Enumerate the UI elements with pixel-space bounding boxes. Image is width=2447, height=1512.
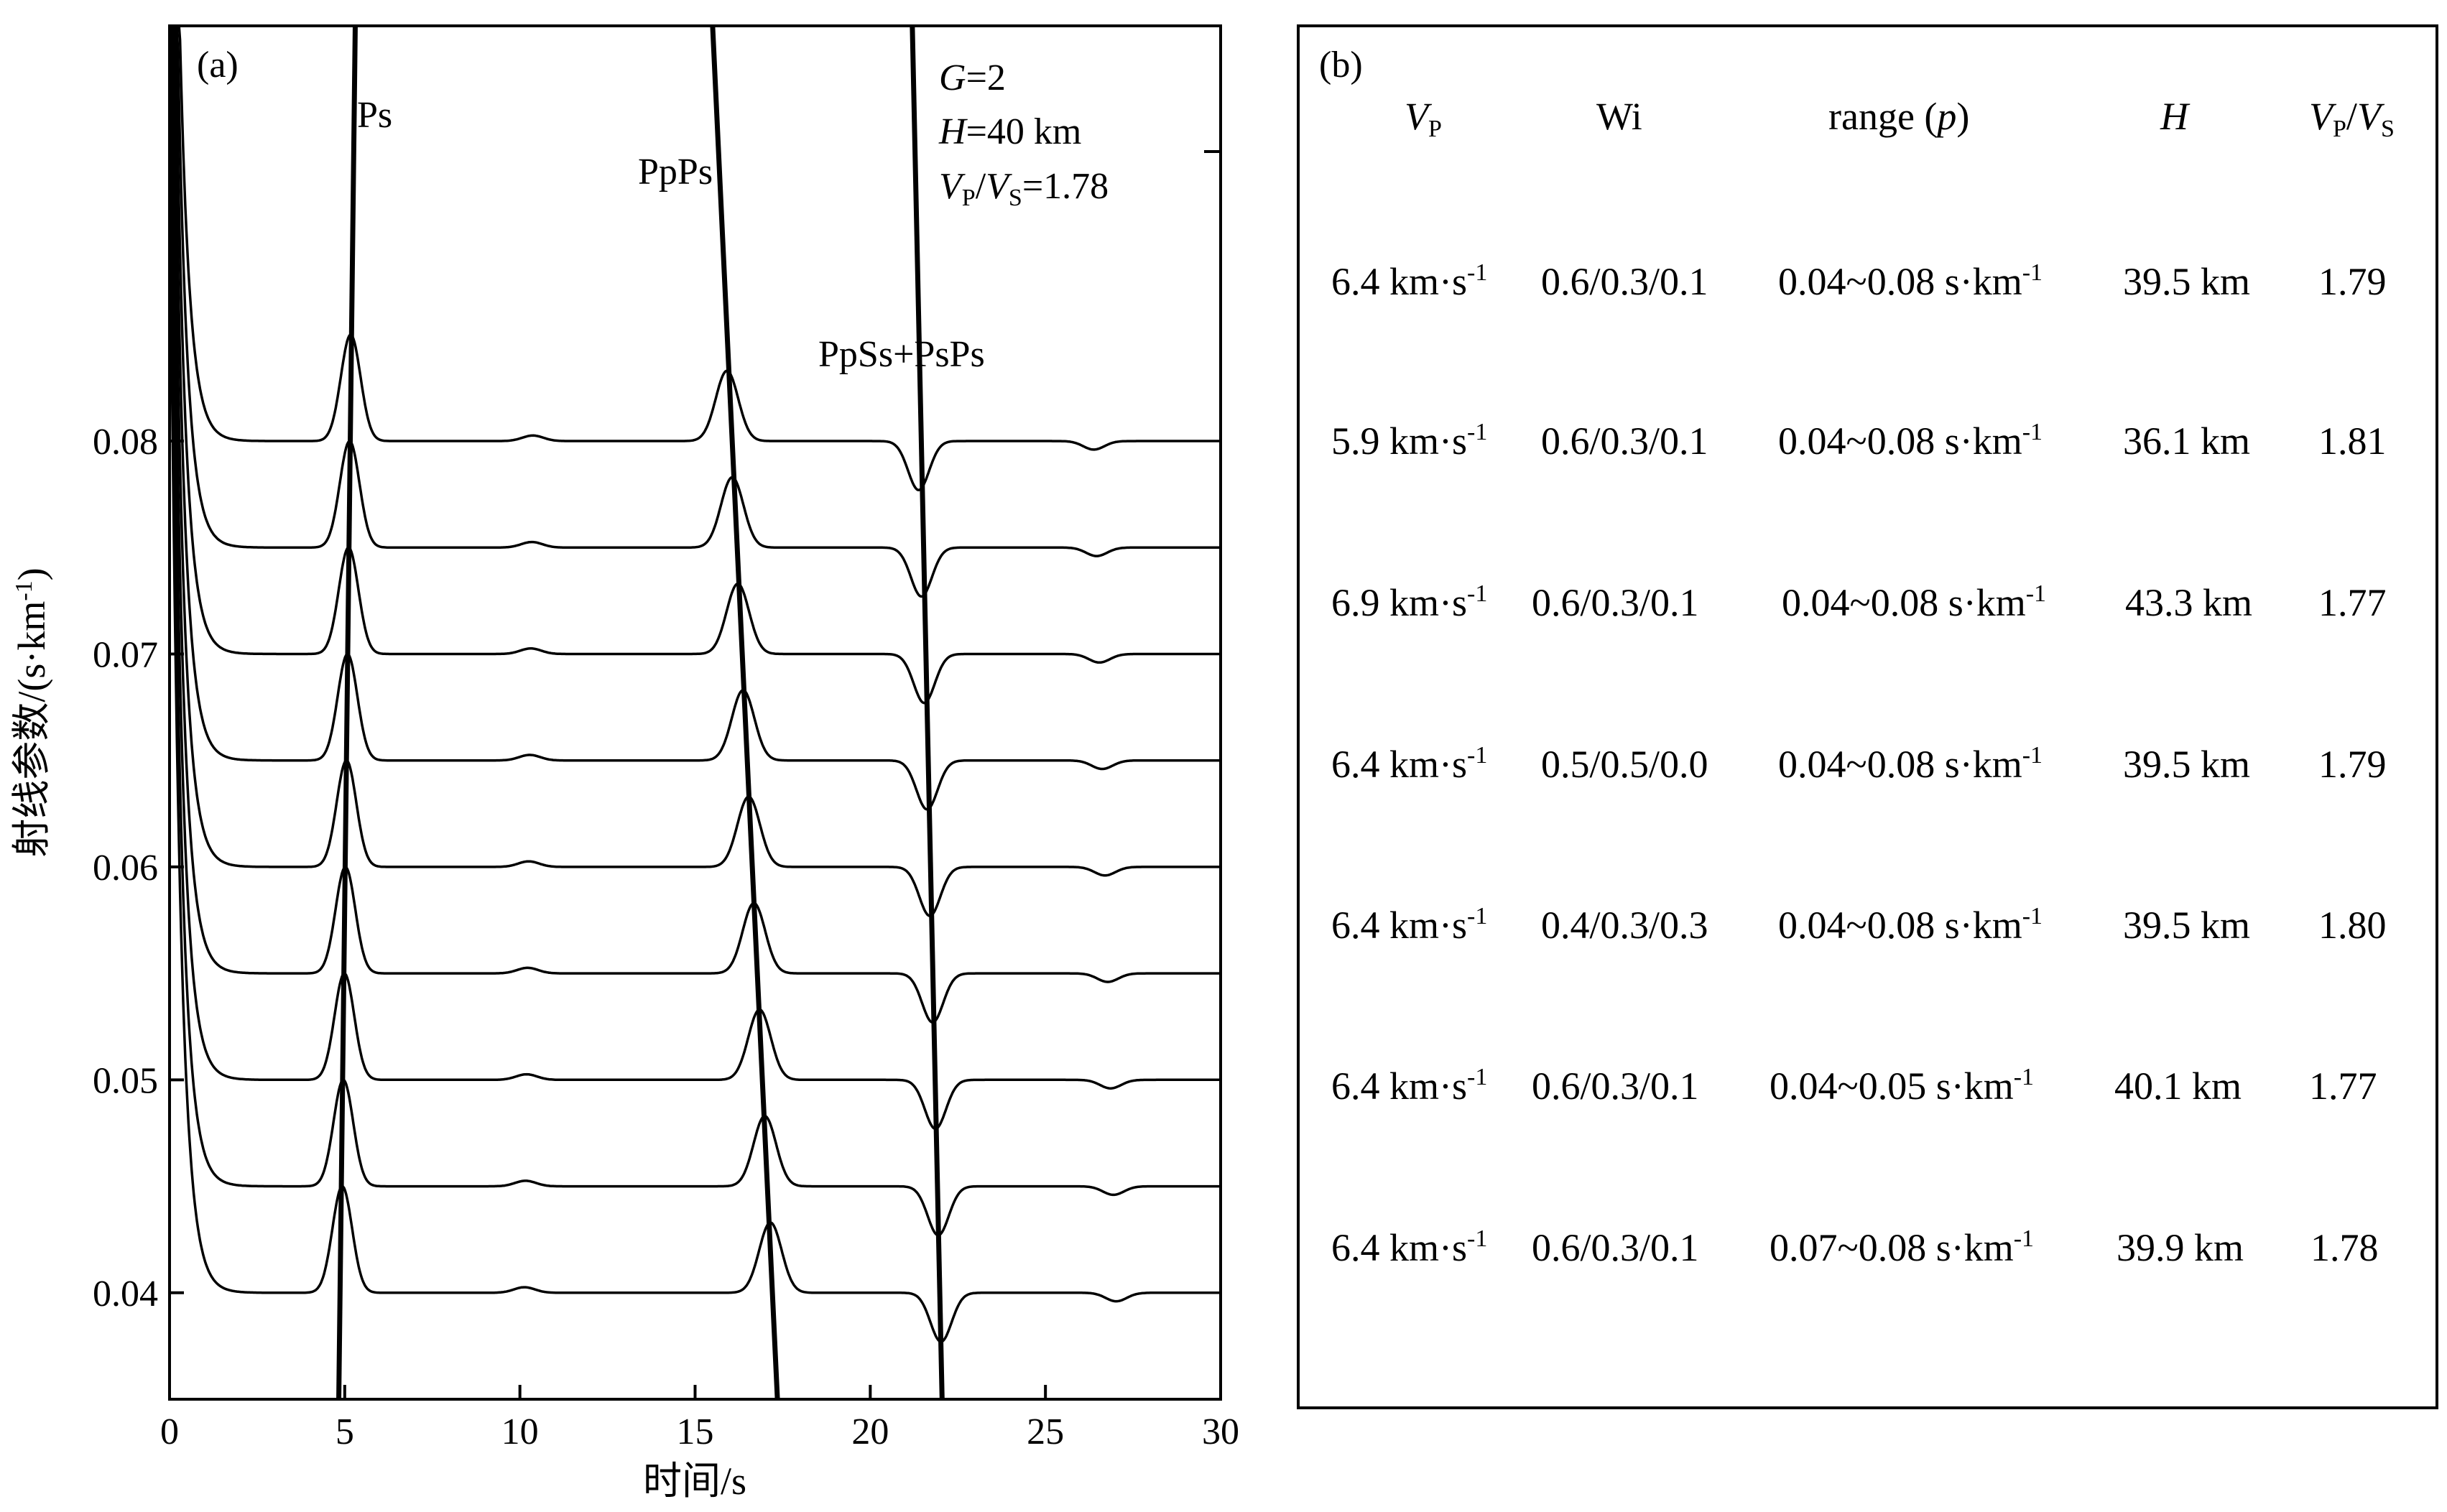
header-wi: Wi	[1596, 95, 1642, 138]
header-vp-vs: VP/VS	[2309, 95, 2395, 142]
trace-line	[170, 24, 1221, 491]
panel-a: 0 5 10 15 20 25 30 0.04 0.05 0.06 0.07 0.08 (a) Ps…	[10, 24, 1239, 1503]
cell-vp-vs: 1.80	[2318, 904, 2387, 947]
cell-range: 0.04~0.08 s·km-1	[1778, 419, 2043, 463]
cell-vp-vs: 1.77	[2309, 1065, 2377, 1108]
cell-vp-vs: 1.78	[2310, 1226, 2379, 1269]
table-row: 6.4 km·s-1 0.4/0.3/0.3 0.04~0.08 s·km-1 …	[1331, 903, 2387, 947]
x-tick-label: 20	[851, 1411, 889, 1452]
x-tick-label: 25	[1027, 1411, 1064, 1452]
panel-a-label: (a)	[197, 45, 239, 85]
header-range: range (p)	[1828, 95, 1969, 138]
cell-wi: 0.6/0.3/0.1	[1541, 260, 1708, 303]
cell-vp: 6.9 km·s-1	[1331, 580, 1487, 624]
waveform-traces	[168, 24, 1221, 1343]
cell-h: 43.3 km	[2125, 581, 2252, 624]
table-row: 6.4 km·s-1 0.5/0.5/0.0 0.04~0.08 s·km-1 …	[1331, 742, 2387, 786]
trace-line	[170, 24, 1221, 811]
phase-label-ppss-psps: PpSs+PsPs	[818, 334, 985, 375]
cell-h: 40.1 km	[2114, 1065, 2242, 1108]
cell-h: 39.5 km	[2123, 260, 2250, 303]
moveout-line-ppps	[710, 25, 780, 1400]
x-axis-ticks: 0 5 10 15 20 25 30	[160, 1385, 1239, 1452]
phase-label-ppps: PpPs	[638, 152, 713, 193]
cell-h: 39.5 km	[2123, 904, 2250, 947]
cell-range: 0.04~0.08 s·km-1	[1778, 903, 2043, 947]
cell-wi: 0.6/0.3/0.1	[1532, 1065, 1699, 1108]
table-row: 5.9 km·s-1 0.6/0.3/0.1 0.04~0.08 s·km-1 …	[1331, 419, 2387, 463]
param-g: G=2	[939, 57, 1006, 98]
x-tick-label: 30	[1202, 1411, 1239, 1452]
cell-vp-vs: 1.79	[2318, 743, 2387, 786]
cell-range: 0.04~0.08 s·km-1	[1778, 742, 2043, 786]
y-tick-label: 0.05	[93, 1060, 158, 1101]
cell-vp: 6.4 km·s-1	[1331, 1064, 1487, 1108]
cell-wi: 0.6/0.3/0.1	[1541, 419, 1708, 463]
y-axis-label: 射线参数/(s·km-1)	[10, 567, 53, 857]
cell-vp: 6.4 km·s-1	[1331, 1225, 1487, 1269]
trace-line	[168, 121, 1221, 1343]
cell-h: 36.1 km	[2123, 419, 2250, 463]
trace-line	[170, 24, 1221, 705]
param-h: H=40 km	[938, 111, 1081, 152]
cell-vp-vs: 1.77	[2318, 581, 2387, 624]
cell-range: 0.04~0.08 s·km-1	[1778, 259, 2043, 303]
table-row: 6.4 km·s-1 0.6/0.3/0.1 0.04~0.08 s·km-1 …	[1331, 259, 2387, 303]
table-frame	[1297, 24, 2438, 1409]
cell-vp: 6.4 km·s-1	[1331, 259, 1487, 303]
cell-wi: 0.5/0.5/0.0	[1541, 743, 1708, 786]
moveout-line-ppss-psps	[910, 25, 945, 1400]
header-vp: VP	[1405, 95, 1442, 142]
moveout-lines	[336, 25, 945, 1400]
plot-frame	[168, 24, 1222, 1401]
cell-wi: 0.4/0.3/0.3	[1541, 904, 1708, 947]
cell-h: 39.5 km	[2123, 743, 2250, 786]
cell-vp: 6.4 km·s-1	[1331, 903, 1487, 947]
y-axis-ticks: 0.04 0.05 0.06 0.07 0.08	[93, 422, 184, 1314]
cell-range: 0.04~0.05 s·km-1	[1770, 1064, 2034, 1108]
y-tick-label: 0.08	[93, 422, 158, 463]
trace-line	[170, 24, 1221, 598]
x-tick-label: 15	[677, 1411, 714, 1452]
cell-h: 39.9 km	[2117, 1226, 2244, 1269]
x-axis-label: 时间/s	[643, 1460, 746, 1503]
cell-vp-vs: 1.81	[2318, 419, 2387, 463]
panel-b: (b) VP Wi range (p) H VP/VS 6.4 km·s-1 0…	[1297, 24, 2438, 1409]
phase-label-ps: Ps	[357, 95, 392, 136]
table-header: VP Wi range (p) H VP/VS	[1405, 95, 2395, 142]
cell-range: 0.04~0.08 s·km-1	[1782, 580, 2046, 624]
cell-wi: 0.6/0.3/0.1	[1532, 1226, 1699, 1269]
x-tick-label: 0	[160, 1411, 179, 1452]
y-tick-label: 0.07	[93, 634, 158, 675]
x-tick-label: 5	[336, 1411, 354, 1452]
cell-vp: 6.4 km·s-1	[1331, 742, 1487, 786]
cell-vp-vs: 1.79	[2318, 260, 2387, 303]
panel-b-label: (b)	[1319, 45, 1363, 85]
table-body: 6.4 km·s-1 0.6/0.3/0.1 0.04~0.08 s·km-1 …	[1331, 259, 2387, 1269]
y-tick-label: 0.04	[93, 1274, 158, 1314]
y-tick-label: 0.06	[93, 848, 158, 889]
table-row: 6.4 km·s-1 0.6/0.3/0.1 0.04~0.05 s·km-1 …	[1331, 1064, 2377, 1108]
cell-range: 0.07~0.08 s·km-1	[1770, 1225, 2034, 1269]
param-vp-vs: VP/VS=1.78	[939, 166, 1109, 211]
table-row: 6.4 km·s-1 0.6/0.3/0.1 0.07~0.08 s·km-1 …	[1331, 1225, 2379, 1269]
x-tick-label: 10	[501, 1411, 539, 1452]
table-row: 6.9 km·s-1 0.6/0.3/0.1 0.04~0.08 s·km-1 …	[1331, 580, 2387, 624]
cell-wi: 0.6/0.3/0.1	[1532, 581, 1699, 624]
moveout-line-ps	[336, 25, 358, 1400]
cell-vp: 5.9 km·s-1	[1331, 419, 1487, 463]
header-h: H	[2160, 95, 2191, 138]
